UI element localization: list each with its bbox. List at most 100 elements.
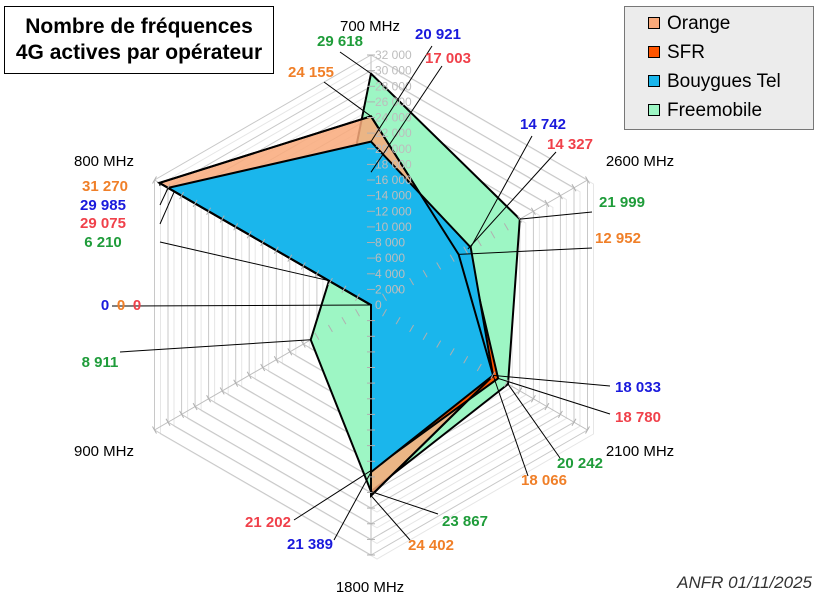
tick-mark bbox=[422, 332, 428, 340]
tick-mark bbox=[341, 316, 347, 325]
legend: Orange SFR Bouygues Tel Freemobile bbox=[624, 6, 814, 130]
tick-label: 12 000 bbox=[375, 204, 412, 218]
tick-mark bbox=[382, 293, 387, 301]
value-label-orange-900-mhz: 0 bbox=[117, 297, 125, 314]
value-leader-line bbox=[333, 471, 372, 541]
tick-mark bbox=[246, 230, 252, 239]
value-label-sfr-700-mhz: 17 003 bbox=[425, 50, 471, 67]
value-leader-line bbox=[492, 374, 611, 387]
value-label-bouygues-tel-700-mhz: 20 921 bbox=[415, 26, 461, 43]
tick-mark bbox=[287, 254, 293, 262]
value-leader-line bbox=[470, 135, 533, 248]
value-leader-line bbox=[458, 247, 593, 255]
value-leader-line bbox=[119, 339, 311, 353]
tick-mark bbox=[463, 355, 469, 364]
tick-mark bbox=[449, 348, 455, 356]
value-label-orange-700-mhz: 24 155 bbox=[288, 64, 334, 81]
value-leader-line bbox=[519, 211, 593, 220]
tick-mark bbox=[219, 215, 225, 223]
tick-mark bbox=[327, 277, 333, 286]
tick-mark bbox=[463, 246, 469, 255]
tick-mark bbox=[260, 363, 266, 372]
value-label-freemobile-900-mhz: 8 911 bbox=[82, 354, 119, 371]
value-label-bouygues-tel-2600-mhz: 14 742 bbox=[520, 116, 566, 133]
value-label-sfr-1800-mhz: 21 202 bbox=[245, 514, 291, 531]
tick-label: 28 000 bbox=[375, 79, 412, 93]
tick-label: 22 000 bbox=[375, 126, 412, 140]
value-leader-line bbox=[492, 375, 529, 477]
tick-mark bbox=[273, 355, 279, 364]
tick-label: 16 000 bbox=[375, 173, 412, 187]
category-label-1800-mhz: 1800 MHz bbox=[336, 579, 404, 596]
tick-mark bbox=[260, 238, 266, 247]
tick-mark bbox=[544, 199, 550, 208]
tick-mark bbox=[192, 199, 198, 208]
title-line-1: Nombre de fréquences bbox=[25, 15, 253, 38]
tick-mark bbox=[327, 324, 333, 333]
tick-mark bbox=[449, 254, 455, 262]
value-label-bouygues-tel-800-mhz: 29 985 bbox=[80, 197, 126, 214]
value-label-bouygues-tel-2100-mhz: 18 033 bbox=[615, 379, 661, 396]
tick-mark bbox=[246, 371, 252, 380]
tick-label: 30 000 bbox=[375, 64, 412, 78]
tick-mark bbox=[585, 426, 590, 434]
tick-mark bbox=[436, 262, 442, 270]
value-leader-line bbox=[293, 470, 372, 521]
tick-label: 0 bbox=[375, 298, 382, 312]
tick-label: 14 000 bbox=[375, 189, 412, 203]
value-leader-line bbox=[497, 377, 611, 415]
value-leader-line bbox=[507, 383, 561, 459]
value-label-sfr-2100-mhz: 18 780 bbox=[615, 409, 661, 426]
tick-mark bbox=[287, 348, 293, 356]
tick-mark bbox=[314, 270, 320, 278]
value-labels: 29 618 20 921 17 003 24 155 14 742 14 327 21 9… bbox=[80, 26, 661, 554]
tick-mark bbox=[179, 410, 185, 419]
tick-mark bbox=[409, 324, 415, 333]
tick-mark bbox=[490, 371, 496, 380]
tick-mark bbox=[530, 207, 536, 215]
tick-label: 24 000 bbox=[375, 111, 412, 125]
tick-mark bbox=[152, 426, 157, 434]
legend-label-bouygues: Bouygues Tel bbox=[667, 71, 781, 92]
legend-swatch-sfr bbox=[648, 46, 660, 58]
tick-mark bbox=[503, 223, 509, 231]
tick-mark bbox=[395, 316, 401, 325]
tick-mark bbox=[422, 270, 428, 278]
value-label-bouygues-tel-1800-mhz: 21 389 bbox=[287, 536, 333, 553]
tick-mark bbox=[206, 207, 212, 215]
tick-mark bbox=[517, 387, 523, 395]
legend-item-orange: Orange bbox=[648, 13, 813, 42]
tick-mark bbox=[314, 332, 320, 340]
tick-mark bbox=[152, 176, 157, 184]
tick-mark bbox=[395, 285, 401, 294]
value-label-sfr-800-mhz: 29 075 bbox=[80, 215, 126, 232]
legend-label-freemobile: Freemobile bbox=[667, 100, 763, 121]
value-label-orange-1800-mhz: 24 402 bbox=[408, 537, 454, 554]
tick-mark bbox=[544, 402, 550, 411]
value-leader-line bbox=[111, 304, 372, 307]
tick-mark bbox=[206, 395, 212, 403]
value-label-freemobile-700-mhz: 29 618 bbox=[317, 33, 363, 50]
value-leader-line bbox=[370, 495, 411, 541]
tick-label: 10 000 bbox=[375, 220, 412, 234]
value-label-freemobile-2100-mhz: 20 242 bbox=[557, 455, 603, 472]
legend-label-orange: Orange bbox=[667, 13, 731, 34]
tick-mark bbox=[571, 184, 577, 192]
tick-mark bbox=[530, 395, 536, 403]
tick-mark bbox=[476, 238, 482, 247]
chart-title: Nombre de fréquences 4G actives par opér… bbox=[4, 6, 274, 74]
tick-mark bbox=[233, 223, 239, 231]
legend-swatch-bouygues bbox=[648, 75, 660, 87]
category-label-2100-mhz: 2100 MHz bbox=[606, 443, 674, 460]
tick-mark bbox=[273, 246, 279, 255]
series-polygons bbox=[156, 72, 521, 498]
title-line-2: 4G actives par opérateur bbox=[15, 41, 263, 64]
tick-mark bbox=[476, 363, 482, 372]
tick-mark bbox=[341, 285, 347, 294]
tick-mark bbox=[503, 379, 509, 387]
tick-mark bbox=[300, 340, 306, 348]
value-label-bouygues-tel-900-mhz: 0 bbox=[101, 297, 109, 314]
tick-mark bbox=[557, 191, 563, 200]
tick-mark bbox=[436, 340, 442, 348]
